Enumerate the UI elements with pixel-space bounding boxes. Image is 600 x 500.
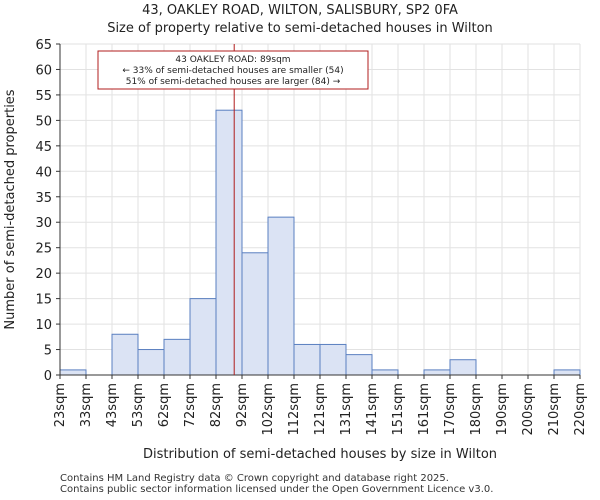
x-tick-label: 23sqm	[53, 383, 68, 427]
x-tick-label: 131sqm	[339, 383, 354, 436]
histogram-bar	[267, 216, 295, 376]
histogram-bar	[241, 252, 269, 376]
x-tick-label: 200sqm	[521, 383, 536, 436]
y-tick-label: 5	[44, 344, 52, 359]
x-tick-label: 161sqm	[417, 383, 432, 436]
x-tick-label: 92sqm	[235, 383, 250, 427]
x-tick-label: 180sqm	[469, 383, 484, 436]
histogram-bar	[137, 349, 165, 376]
x-tick-label: 33sqm	[79, 383, 94, 427]
x-tick-label: 112sqm	[287, 383, 302, 436]
histogram-bar	[215, 109, 243, 376]
y-axis-label: Number of semi-detached properties	[3, 89, 18, 329]
histogram-bar	[423, 369, 451, 376]
x-tick-label: 43sqm	[105, 383, 120, 427]
histogram-bar	[345, 354, 373, 376]
annotation-line-3: 51% of semi-detached houses are larger (…	[126, 77, 341, 87]
histogram-bar	[553, 369, 581, 376]
histogram-bar	[163, 338, 191, 376]
chart-title: 43, OAKLEY ROAD, WILTON, SALISBURY, SP2 …	[142, 3, 458, 18]
y-tick-label: 20	[35, 267, 52, 282]
footer-line-1: Contains HM Land Registry data © Crown c…	[60, 473, 449, 484]
histogram-bar	[449, 359, 477, 376]
x-tick-label: 151sqm	[391, 383, 406, 436]
histogram-bar	[371, 369, 399, 376]
y-tick-label: 55	[35, 89, 52, 104]
x-tick-label: 62sqm	[157, 383, 172, 427]
footer-line-2: Contains public sector information licen…	[60, 484, 494, 495]
x-tick-label: 82sqm	[209, 383, 224, 427]
x-tick-label: 72sqm	[183, 383, 198, 427]
x-tick-label: 141sqm	[365, 383, 380, 436]
y-tick-label: 40	[35, 165, 52, 180]
x-tick-label: 53sqm	[131, 383, 146, 427]
y-tick-label: 60	[35, 63, 52, 78]
y-tick-label: 65	[35, 38, 52, 53]
histogram-bar	[59, 369, 87, 376]
histogram-bar	[293, 343, 321, 376]
x-tick-label: 210sqm	[547, 383, 562, 436]
histogram-bar	[319, 343, 347, 376]
y-tick-label: 0	[44, 369, 52, 384]
chart-subtitle: Size of property relative to semi-detach…	[107, 21, 493, 36]
y-tick-label: 10	[35, 318, 52, 333]
y-tick-label: 45	[35, 140, 52, 155]
x-axis-label: Distribution of semi-detached houses by …	[143, 447, 497, 462]
annotation-line-1: 43 OAKLEY ROAD: 89sqm	[175, 55, 290, 65]
x-tick-label: 190sqm	[495, 383, 510, 436]
histogram-bar	[189, 298, 217, 376]
histogram-bar	[111, 333, 139, 376]
y-tick-label: 50	[35, 114, 52, 129]
x-tick-label: 102sqm	[261, 383, 276, 436]
x-tick-label: 121sqm	[313, 383, 328, 436]
y-tick-label: 35	[35, 191, 52, 206]
x-tick-label: 220sqm	[573, 383, 588, 436]
y-tick-label: 15	[35, 293, 52, 308]
annotation-line-2: ← 33% of semi-detached houses are smalle…	[122, 66, 343, 76]
y-tick-label: 30	[35, 216, 52, 231]
annotation-box	[97, 50, 369, 90]
y-tick-label: 25	[35, 242, 52, 257]
x-tick-label: 170sqm	[443, 383, 458, 436]
